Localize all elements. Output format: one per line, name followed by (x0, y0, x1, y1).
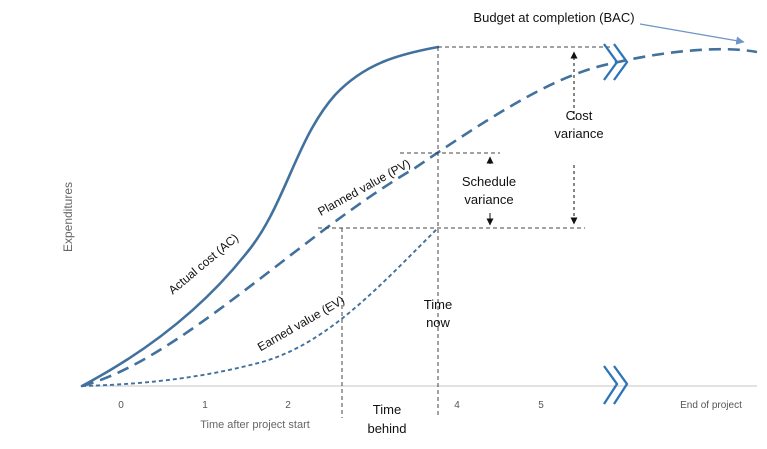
x-tick-0: 0 (118, 400, 124, 411)
schedule-variance-label-line1: Schedule (462, 174, 516, 189)
x-tick-2: 2 (285, 400, 291, 411)
axis-break-top-icon (603, 43, 629, 81)
x-tick-4: 4 (454, 400, 460, 411)
planned-value-label: Planned value (PV) (315, 156, 412, 218)
time-now-label-line2: now (426, 315, 450, 330)
time-now-label-line1: Time (424, 297, 452, 312)
time-behind-label-line2: behind (367, 421, 406, 436)
x-axis-label: Time after project start (200, 419, 310, 431)
earned-value-curve (81, 227, 439, 387)
bac-label: Budget at completion (BAC) (473, 10, 634, 25)
cost-variance-label-line2: variance (554, 126, 603, 141)
bac-arrow (639, 23, 745, 45)
actual-cost-label: Actual cost (AC) (166, 231, 241, 297)
x-tick-5: 5 (538, 400, 544, 411)
cost-variance-label-line1: Cost (566, 108, 593, 123)
actual-cost-curve (80, 45, 440, 388)
x-tick-1: 1 (202, 400, 208, 411)
x-tick-end-of-project: End of project (680, 400, 742, 411)
y-axis-label: Expenditures (61, 182, 75, 252)
planned-value-curve (81, 47, 758, 388)
schedule-variance-label-line2: variance (464, 192, 513, 207)
axis-break-bottom-icon (603, 365, 629, 405)
time-behind-label-line1: Time (373, 402, 401, 417)
